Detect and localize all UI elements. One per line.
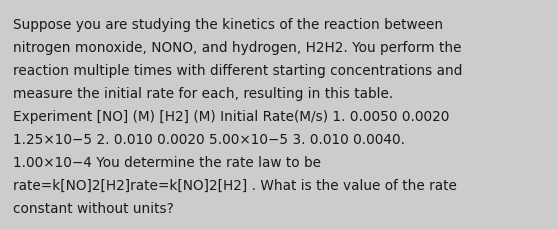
Text: nitrogen monoxide, NONO, and hydrogen, H2H2. You perform the: nitrogen monoxide, NONO, and hydrogen, H… (13, 41, 461, 55)
Text: reaction multiple times with different starting concentrations and: reaction multiple times with different s… (13, 64, 463, 78)
Text: Suppose you are studying the kinetics of the reaction between: Suppose you are studying the kinetics of… (13, 18, 443, 32)
Text: measure the initial rate for each, resulting in this table.: measure the initial rate for each, resul… (13, 87, 393, 101)
Text: 1.25×10−5 2. 0.010 0.0020 5.00×10−5 3. 0.010 0.0040.: 1.25×10−5 2. 0.010 0.0020 5.00×10−5 3. 0… (13, 132, 405, 146)
Text: 1.00×10−4 You determine the rate law to be: 1.00×10−4 You determine the rate law to … (13, 155, 321, 169)
Text: constant without units?: constant without units? (13, 201, 174, 215)
Text: Experiment [NO] (M) [H2] (M) Initial Rate(M/s) 1. 0.0050 0.0020: Experiment [NO] (M) [H2] (M) Initial Rat… (13, 109, 449, 123)
Text: rate=k[NO]2[H2]rate=k[NO]2[H2] . What is the value of the rate: rate=k[NO]2[H2]rate=k[NO]2[H2] . What is… (13, 178, 457, 192)
